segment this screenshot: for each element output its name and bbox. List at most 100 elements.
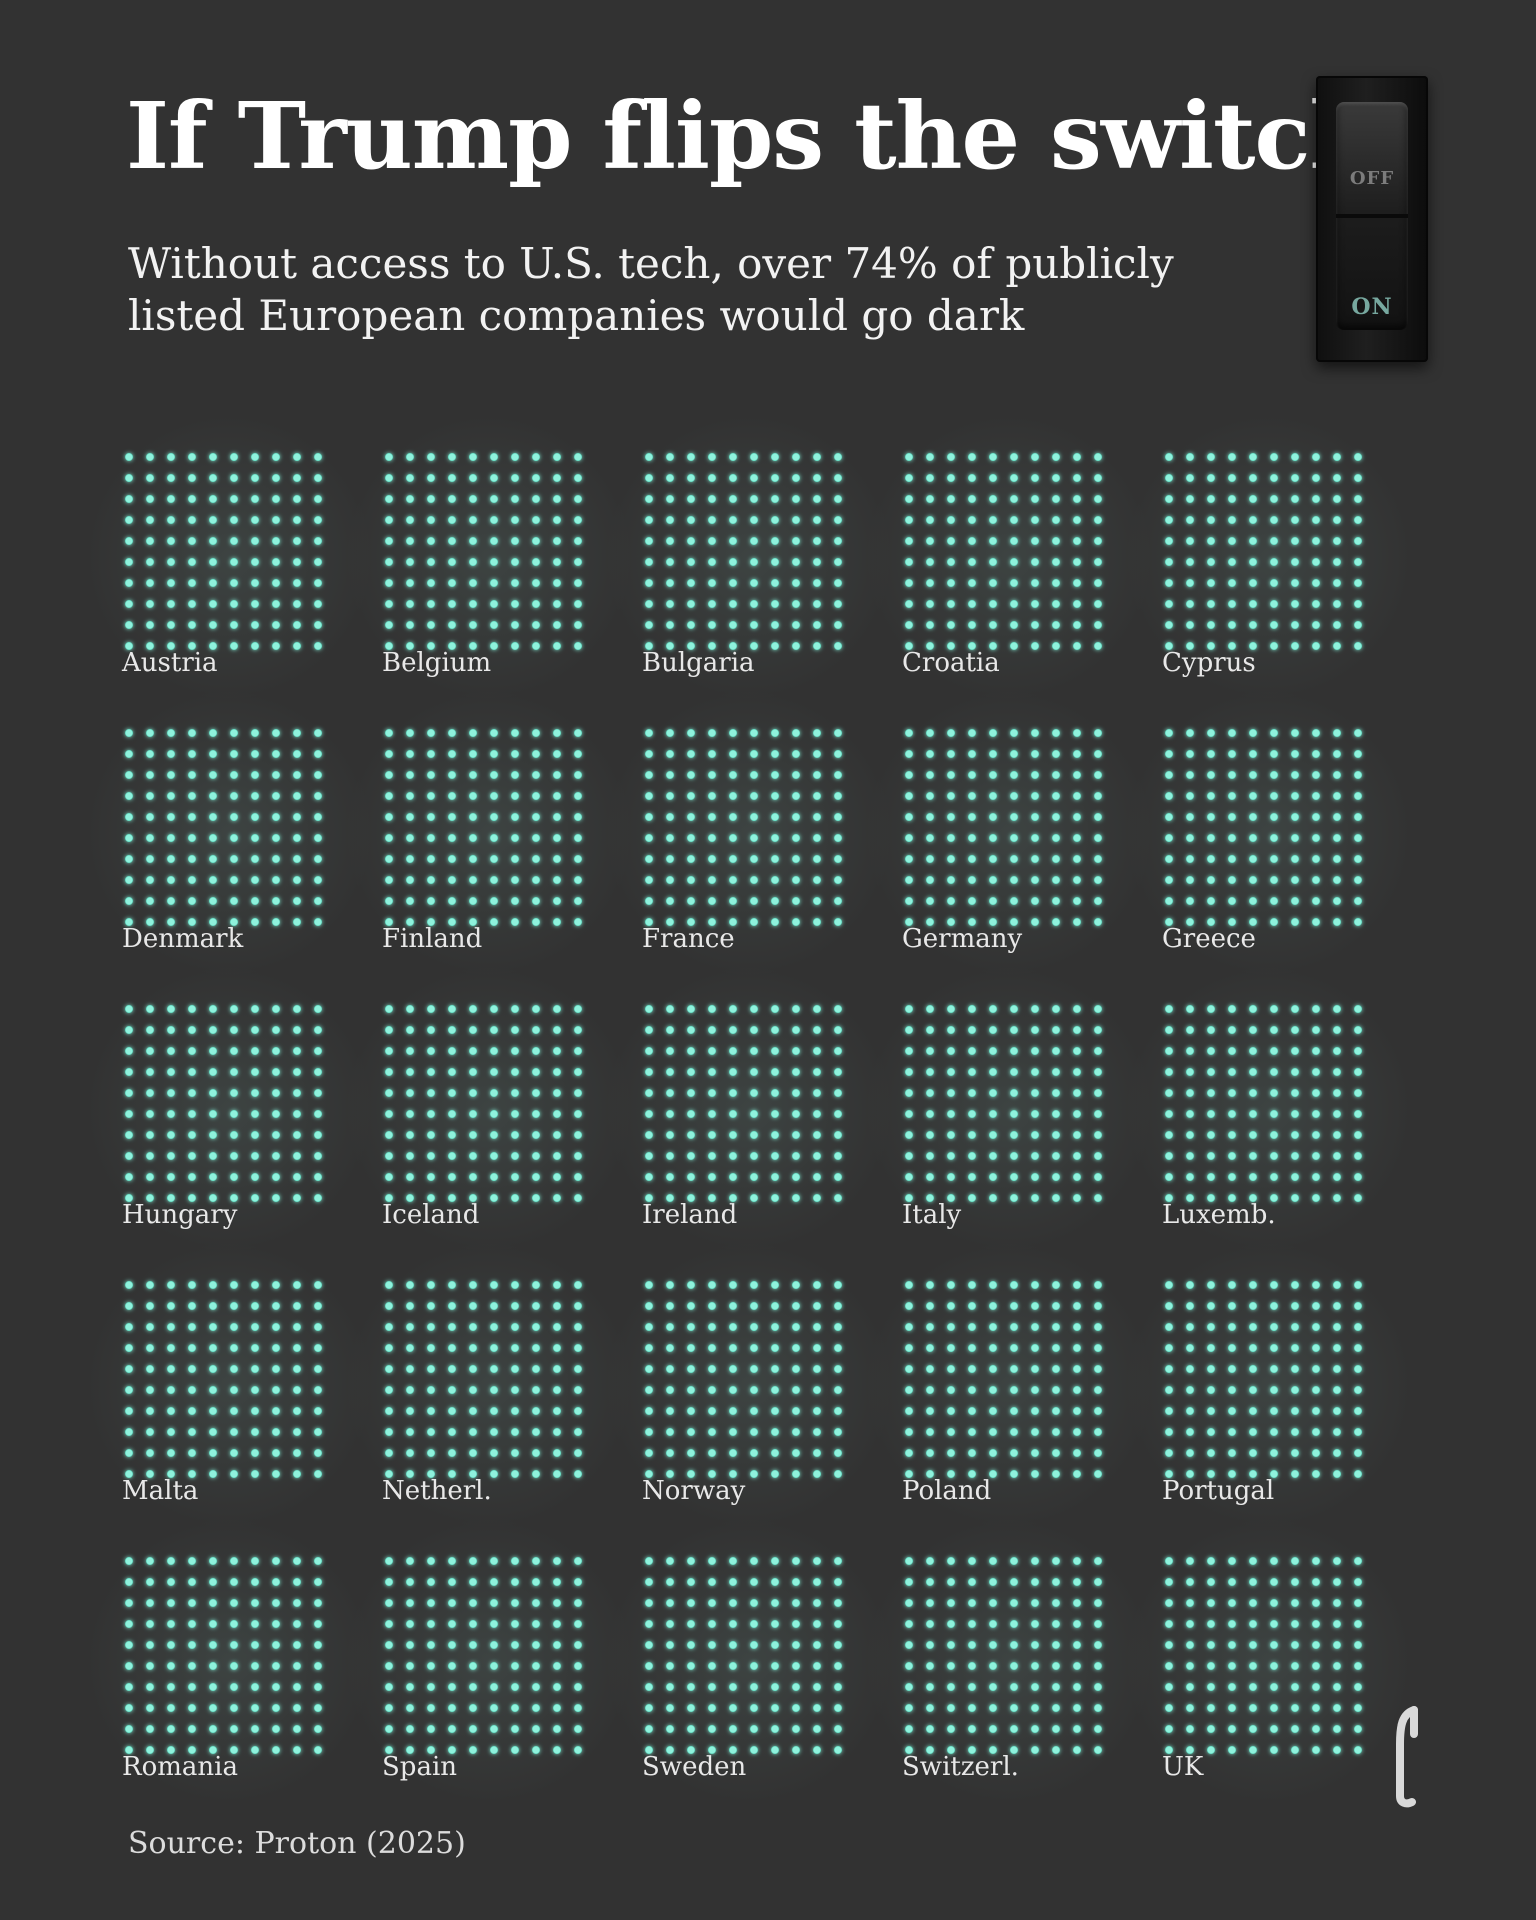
company-dot <box>1031 494 1040 503</box>
company-dot <box>314 473 323 482</box>
country-grid: Poland <box>864 1240 1154 1540</box>
company-dot <box>1031 1556 1040 1566</box>
company-dot <box>490 1280 499 1290</box>
company-dot <box>1094 876 1103 885</box>
company-dot <box>574 1662 583 1671</box>
company-dot <box>166 1746 175 1755</box>
company-dot <box>904 621 914 630</box>
company-dot <box>426 1662 435 1671</box>
company-dot <box>750 728 759 738</box>
company-dot <box>251 728 260 738</box>
company-dot <box>314 558 323 567</box>
company-dot <box>511 1577 520 1586</box>
company-dot <box>532 1046 541 1055</box>
company-dot <box>314 1046 323 1055</box>
company-dot <box>946 1407 955 1416</box>
company-dot <box>1010 537 1019 546</box>
company-dot <box>834 770 843 779</box>
company-dot <box>426 770 435 779</box>
company-dot <box>1206 452 1215 462</box>
company-dot <box>925 1280 934 1290</box>
company-dot <box>1206 1110 1215 1119</box>
company-dot <box>405 1089 414 1098</box>
company-dot <box>293 1280 302 1290</box>
company-dot <box>834 1089 843 1098</box>
company-dot <box>1333 1746 1342 1755</box>
company-dot <box>469 1152 478 1161</box>
company-dot <box>124 1046 134 1055</box>
company-dot <box>1249 1131 1258 1140</box>
company-dot <box>1185 1598 1194 1607</box>
company-dot <box>490 1428 499 1437</box>
company-dot <box>1164 855 1174 864</box>
company-dot <box>1333 728 1342 738</box>
company-dot <box>1312 1725 1321 1734</box>
company-dot <box>405 1746 414 1755</box>
company-dot <box>729 1746 738 1755</box>
company-dot <box>1052 1577 1061 1586</box>
company-dot <box>145 1004 154 1014</box>
company-dot <box>771 1556 780 1566</box>
company-dot <box>665 1598 674 1607</box>
company-dot <box>665 1662 674 1671</box>
company-dot <box>686 918 695 927</box>
company-dot <box>644 1556 654 1566</box>
company-dot <box>771 1725 780 1734</box>
company-dot <box>272 1449 281 1458</box>
company-dot <box>166 600 175 609</box>
company-dot <box>1249 1344 1258 1353</box>
company-dot <box>729 1641 738 1650</box>
company-dot <box>834 452 843 462</box>
company-dot <box>834 558 843 567</box>
company-dot <box>925 1556 934 1566</box>
company-dot <box>209 1598 218 1607</box>
company-dot <box>904 1598 914 1607</box>
company-dot <box>272 1620 281 1629</box>
company-dot <box>1010 600 1019 609</box>
company-dot <box>968 642 977 651</box>
company-dot <box>1354 1598 1363 1607</box>
company-dot <box>553 1344 562 1353</box>
company-dot <box>469 1449 478 1458</box>
company-dot <box>1291 1620 1300 1629</box>
company-dot <box>750 1386 759 1395</box>
company-dot <box>813 1046 822 1055</box>
company-dot <box>1073 1046 1082 1055</box>
company-dot <box>251 1068 260 1077</box>
company-dot <box>532 1152 541 1161</box>
company-dot <box>1228 1173 1237 1182</box>
company-dot <box>968 1683 977 1692</box>
company-dot <box>532 452 541 462</box>
company-dot <box>511 1152 520 1161</box>
company-dot <box>708 1152 717 1161</box>
company-dot <box>426 579 435 588</box>
company-dot <box>1073 1725 1082 1734</box>
company-dot <box>1270 1577 1279 1586</box>
company-dot <box>1333 1089 1342 1098</box>
company-dot <box>1312 1577 1321 1586</box>
company-dot <box>968 1449 977 1458</box>
company-dot <box>1312 1662 1321 1671</box>
company-dot <box>188 876 197 885</box>
company-dot <box>729 1662 738 1671</box>
company-dot <box>209 728 218 738</box>
company-dot <box>968 876 977 885</box>
company-dot <box>750 834 759 843</box>
company-dot <box>644 1407 654 1416</box>
company-dot <box>209 1620 218 1629</box>
company-dot <box>574 1301 583 1310</box>
company-dot <box>145 1407 154 1416</box>
company-dot <box>1270 1704 1279 1713</box>
company-dot <box>1291 1046 1300 1055</box>
company-dot <box>1164 749 1174 758</box>
company-dot <box>490 1173 499 1182</box>
company-dot <box>1031 728 1040 738</box>
company-dot <box>490 1365 499 1374</box>
company-dot <box>314 728 323 738</box>
company-dot <box>1206 1620 1215 1629</box>
company-dot <box>511 1407 520 1416</box>
company-dot <box>1031 1068 1040 1077</box>
company-dot <box>1073 1556 1082 1566</box>
company-dot <box>644 1280 654 1290</box>
company-dot <box>686 1662 695 1671</box>
